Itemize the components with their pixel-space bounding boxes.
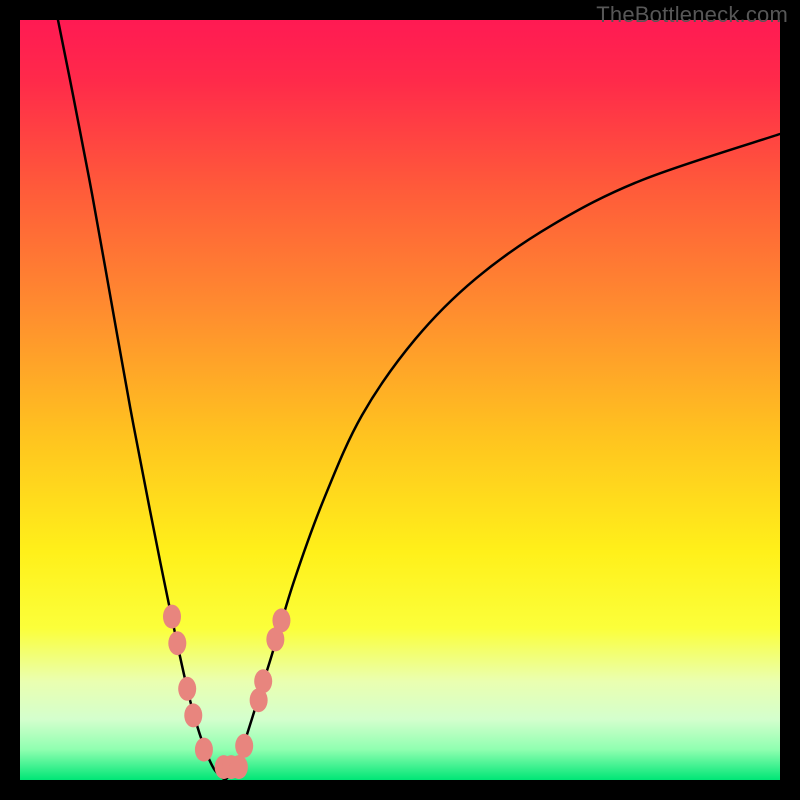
chart-frame: TheBottleneck.com bbox=[0, 0, 800, 800]
dot-series-point bbox=[184, 703, 202, 727]
dot-series-point bbox=[168, 631, 186, 655]
dot-series-point bbox=[272, 608, 290, 632]
dot-series-point bbox=[230, 755, 248, 779]
chart-background bbox=[20, 20, 780, 780]
dot-series-point bbox=[254, 669, 272, 693]
dot-series-point bbox=[195, 738, 213, 762]
dot-series-point bbox=[178, 677, 196, 701]
bottleneck-chart bbox=[0, 0, 800, 800]
watermark-text: TheBottleneck.com bbox=[596, 2, 788, 28]
dot-series-point bbox=[235, 734, 253, 758]
dot-series-point bbox=[163, 605, 181, 629]
